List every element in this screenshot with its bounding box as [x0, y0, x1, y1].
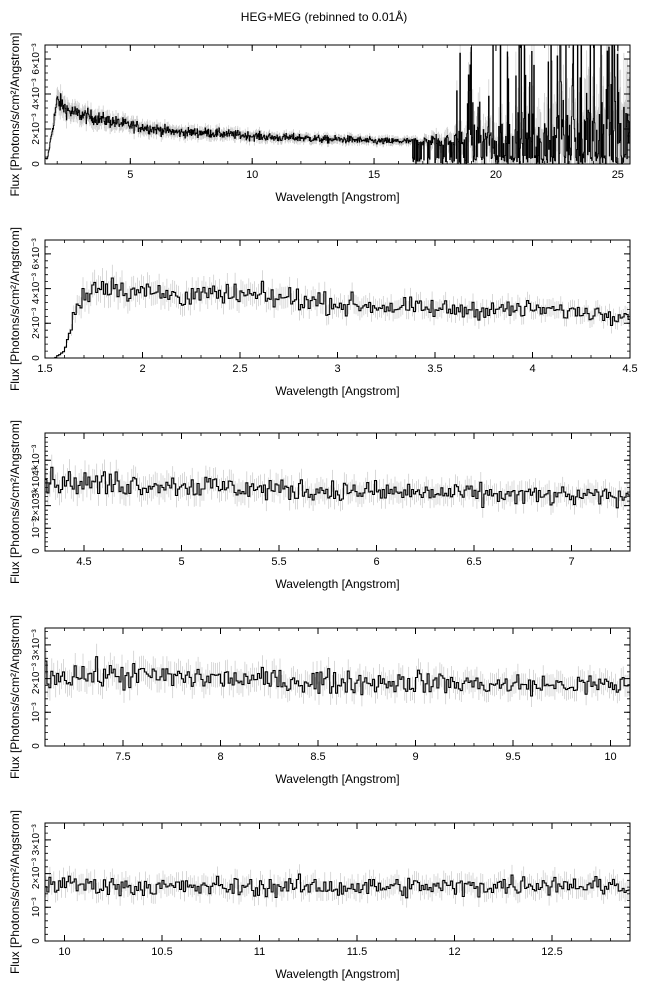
x-tick-label: 6 [373, 556, 379, 568]
y-tick-label: 0 [31, 743, 42, 749]
y-tick-label: 4×10⁻³ [31, 78, 42, 110]
x-tick-label: 9.5 [505, 751, 520, 763]
y-tick-label: 0 [31, 548, 42, 554]
x-tick-label: 6.5 [466, 556, 481, 568]
x-tick-label: 3 [334, 363, 340, 375]
chart-panel-5: 10 10.5 11 11.5 12 12.5 0 10⁻³ 2×10⁻³3×10⁻³ Wavel… [8, 810, 631, 981]
x-tick-label: 1.5 [37, 363, 52, 375]
error-bars [45, 454, 630, 518]
x-tick-label: 7.5 [115, 751, 130, 763]
error-bars [45, 45, 630, 164]
y-axis-label: Flux [Photons/s/cm²/Angstrom] [8, 615, 22, 779]
x-tick-label: 12.5 [541, 946, 562, 958]
y-tick-label: 3×10⁻³ [31, 629, 42, 661]
error-bars [55, 264, 630, 358]
error-bars [45, 643, 630, 707]
x-tick-label: 5 [178, 556, 184, 568]
error-bars [45, 864, 630, 908]
y-tick-label: 4×10⁻³ [31, 272, 42, 304]
spectrum-series [45, 264, 630, 358]
x-tick-label: 3.5 [427, 363, 442, 375]
x-tick-label: 11.5 [347, 946, 368, 958]
figure-title: HEG+MEG (rebinned to 0.01Å) [240, 10, 408, 24]
plot-frame [44, 44, 631, 165]
x-tick-label: 5.5 [271, 556, 286, 568]
x-axis-label: Wavelength [Angstrom] [275, 577, 399, 591]
x-tick-label: 4 [529, 363, 535, 375]
x-tick-label: 20 [490, 169, 502, 181]
chart-panel-3: 4.5 5 5.5 6 6.5 7 0 10⁻³2×10⁻³3×10⁻³4×10⁻³ Wavel… [8, 420, 631, 591]
x-axis-label: Wavelength [Angstrom] [275, 967, 399, 981]
y-tick-label: 0 [31, 161, 42, 167]
x-tick-label: 2 [139, 363, 145, 375]
x-tick-label: 4.5 [76, 556, 91, 568]
x-tick-label: 2.5 [232, 363, 247, 375]
y-tick-label: 2×10⁻³ [31, 662, 42, 694]
y-tick-label: 0 [31, 938, 42, 944]
x-tick-label: 10 [58, 946, 70, 958]
x-tick-label: 12 [448, 946, 460, 958]
y-tick-label: 3×10⁻³ [31, 824, 42, 856]
x-axis-label: Wavelength [Angstrom] [275, 190, 399, 204]
spectrum-line [45, 277, 630, 358]
spectrum-line [45, 656, 630, 697]
y-axis-label: Flux [Photons/s/cm²/Angstrom] [8, 810, 22, 974]
y-tick-label: 6×10⁻³ [31, 43, 42, 75]
y-tick-label: 2×10⁻³ [31, 113, 42, 145]
y-tick-label: 4×10⁻³ [31, 444, 42, 476]
y-tick-label: 6×10⁻³ [31, 238, 42, 270]
y-tick-label: 10⁻³ [31, 702, 42, 722]
y-tick-label: 2×10⁻³ [31, 489, 42, 521]
spectrum-line [45, 873, 630, 899]
y-tick-label: 10⁻³ [31, 518, 42, 538]
chart-panel-4: 7.5 8 8.5 9 9.5 10 0 10⁻³ 2×10⁻³3×10⁻³ Wavelength… [8, 615, 631, 786]
spectrum-series [45, 45, 630, 164]
y-axis-label: Flux [Photons/s/cm²/Angstrom] [8, 420, 22, 584]
x-tick-label: 10 [246, 169, 258, 181]
x-axis-label: Wavelength [Angstrom] [275, 384, 399, 398]
y-tick-label: 0 [31, 355, 42, 361]
chart-panel-1: 5 10 15 20 25 0 2×10⁻³ 4×10⁻³ 6×10⁻³ Wavelength [… [8, 32, 631, 204]
x-minor-ticks [44, 240, 631, 358]
x-tick-label: 10.5 [151, 946, 172, 958]
x-tick-label: 8 [217, 751, 223, 763]
x-tick-label: 8.5 [310, 751, 325, 763]
y-axis-label: Flux [Photons/s/cm²/Angstrom] [8, 32, 22, 196]
y-tick-label: 10⁻³ [31, 897, 42, 917]
x-tick-label: 9 [412, 751, 418, 763]
y-tick-label: 2×10⁻³ [31, 307, 42, 339]
spectrum-series [45, 643, 630, 707]
spectrum-line [45, 45, 630, 164]
spectrum-line [45, 466, 630, 509]
y-axis-label: Flux [Photons/s/cm²/Angstrom] [8, 227, 22, 391]
y-minor-ticks [45, 239, 630, 359]
x-axis-label: Wavelength [Angstrom] [275, 772, 399, 786]
x-tick-label: 5 [127, 169, 133, 181]
plot-frame [44, 239, 631, 359]
x-tick-label: 7 [568, 556, 574, 568]
x-tick-label: 11 [254, 946, 265, 958]
x-tick-label: 25 [612, 169, 624, 181]
x-tick-label: 4.5 [622, 363, 637, 375]
y-tick-label: 2×10⁻³ [31, 857, 42, 889]
x-tick-label: 10 [604, 751, 616, 763]
x-tick-label: 15 [368, 169, 380, 181]
spectrum-series [45, 864, 630, 908]
y-tick-label: 3×10⁻³ [31, 467, 42, 499]
spectrum-series [45, 454, 630, 518]
chart-panel-2: 1.5 2 2.5 3 3.5 4 4.5 0 2×10⁻³ 4×10⁻³ 6×10⁻³ Wavele… [8, 227, 638, 398]
